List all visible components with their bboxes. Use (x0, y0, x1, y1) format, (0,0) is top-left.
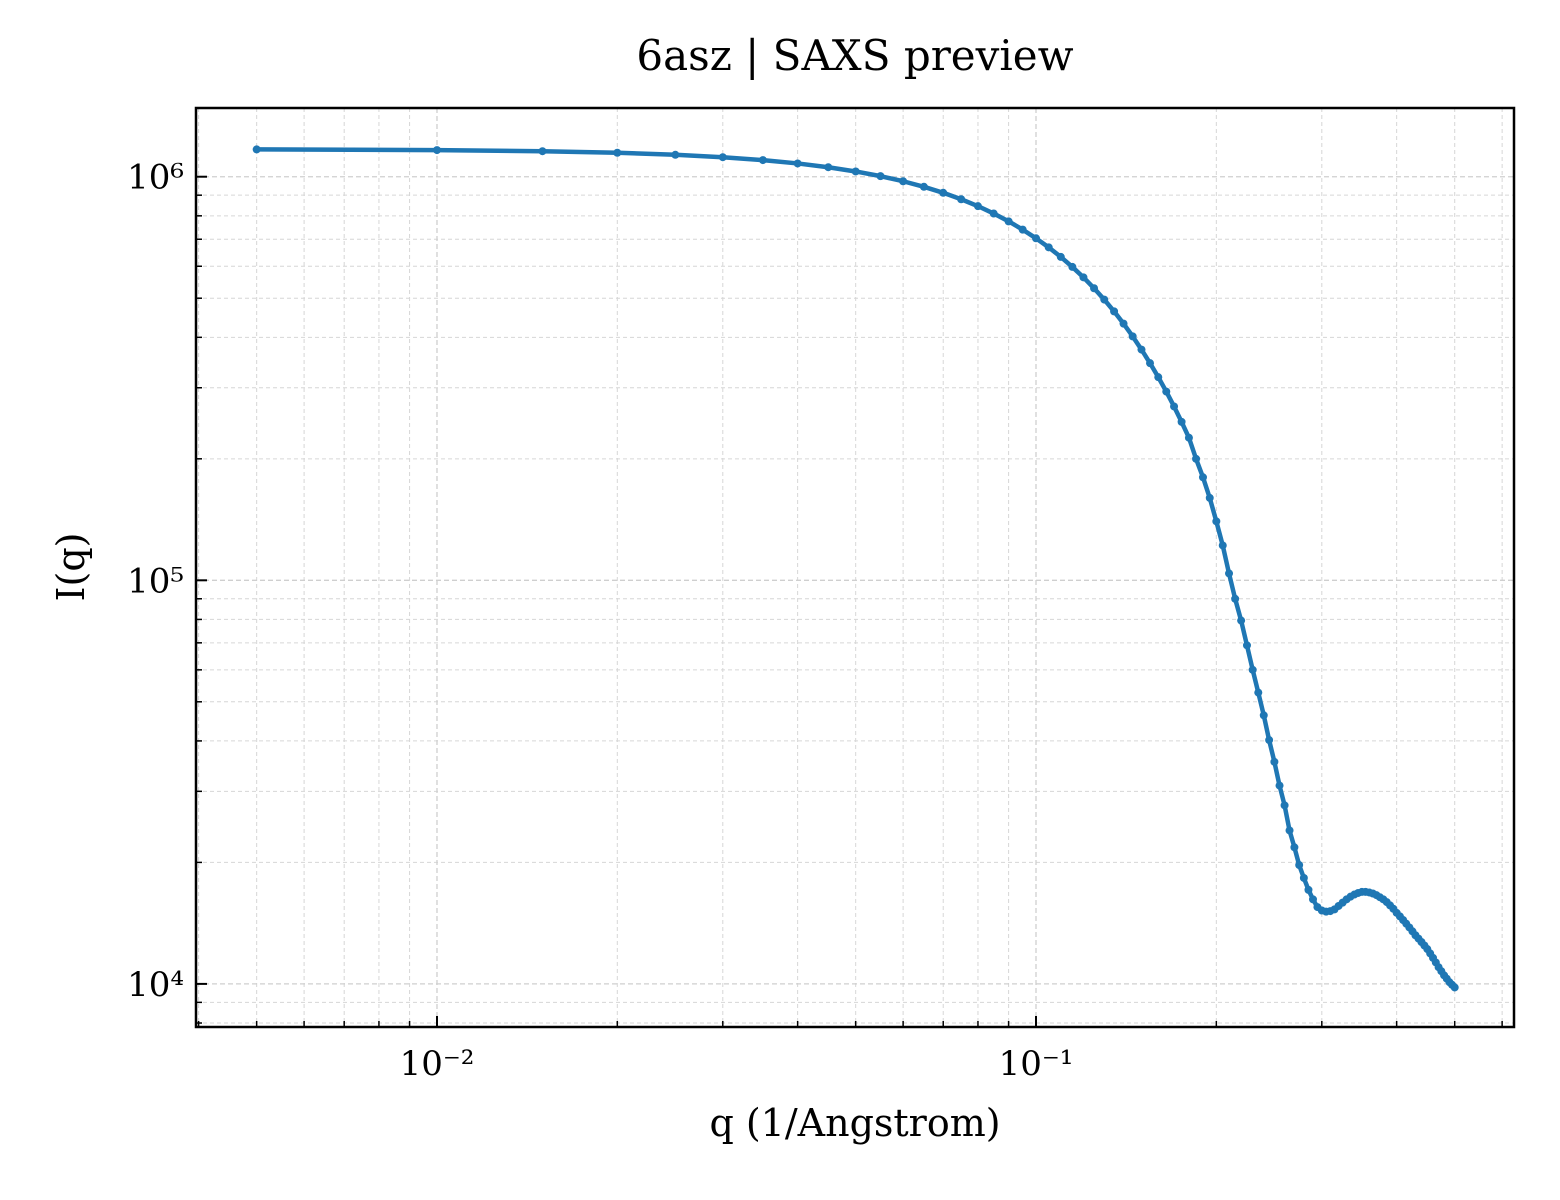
data-point (1018, 225, 1027, 234)
data-point (793, 159, 802, 168)
data-point (973, 202, 982, 211)
data-point (1218, 541, 1227, 550)
data-point (851, 167, 860, 176)
data-point (919, 182, 928, 191)
data-point (1304, 885, 1313, 894)
data-point (538, 147, 547, 156)
data-point (1184, 433, 1193, 442)
data-point (252, 145, 261, 154)
data-point (432, 146, 441, 155)
data-point (1170, 402, 1179, 411)
x-axis-label: q (1/Angstrom) (709, 1101, 1000, 1145)
data-point (1270, 757, 1279, 766)
data-point (1299, 873, 1308, 882)
data-point (1308, 895, 1317, 904)
data-point (1162, 387, 1171, 396)
data-point (1285, 826, 1294, 835)
data-point (1068, 262, 1077, 271)
data-point (1231, 594, 1240, 603)
data-point (1004, 217, 1013, 226)
data-point (1254, 688, 1263, 697)
y-tick-label: 10⁵ (127, 561, 184, 601)
data-point (939, 188, 948, 197)
grid (196, 108, 1514, 1027)
data-point (1280, 801, 1289, 810)
data-point (1237, 616, 1246, 625)
ticks: 10⁻² 10⁻¹ 10⁴ 10⁵ 10⁶ (127, 158, 1503, 1084)
data-point (1248, 665, 1257, 674)
data-point (1212, 517, 1221, 526)
data-point (1110, 307, 1119, 316)
data-point (1044, 243, 1053, 252)
data-point (1100, 295, 1109, 304)
data-point (899, 177, 908, 186)
data-point (1450, 983, 1459, 992)
data-point (1056, 252, 1065, 261)
data-point (1225, 569, 1234, 578)
data-point (957, 195, 966, 204)
data-point (1198, 473, 1207, 482)
y-tick-label: 10⁶ (127, 158, 184, 198)
y-tick-label: 10⁴ (127, 965, 184, 1005)
data-point (989, 209, 998, 218)
data-point (1177, 417, 1186, 426)
data-point (876, 172, 885, 181)
data-point (1295, 861, 1304, 870)
data-point (1090, 284, 1099, 293)
data-point (1119, 319, 1128, 328)
data-point (613, 148, 622, 157)
data-point (1290, 843, 1299, 852)
chart-title: 6asz | SAXS preview (636, 31, 1073, 80)
data-point (1079, 273, 1088, 282)
data-point (718, 153, 727, 162)
x-tick-label: 10⁻¹ (999, 1044, 1074, 1084)
data-point (1146, 359, 1155, 368)
data-point (758, 156, 767, 165)
data-point (1032, 234, 1041, 243)
data-point (1128, 332, 1137, 341)
data-point (1275, 781, 1284, 790)
y-axis-label: I(q) (49, 533, 93, 602)
data-point (671, 150, 680, 159)
data-point (1205, 493, 1214, 502)
data-point (1259, 711, 1268, 720)
data-point (1265, 736, 1274, 745)
data-point (824, 163, 833, 172)
x-tick-label: 10⁻² (400, 1044, 475, 1084)
plot-area (252, 145, 1459, 992)
data-point (1154, 373, 1163, 382)
data-point (1137, 345, 1146, 354)
data-point (1242, 641, 1251, 650)
data-point (1192, 454, 1201, 463)
